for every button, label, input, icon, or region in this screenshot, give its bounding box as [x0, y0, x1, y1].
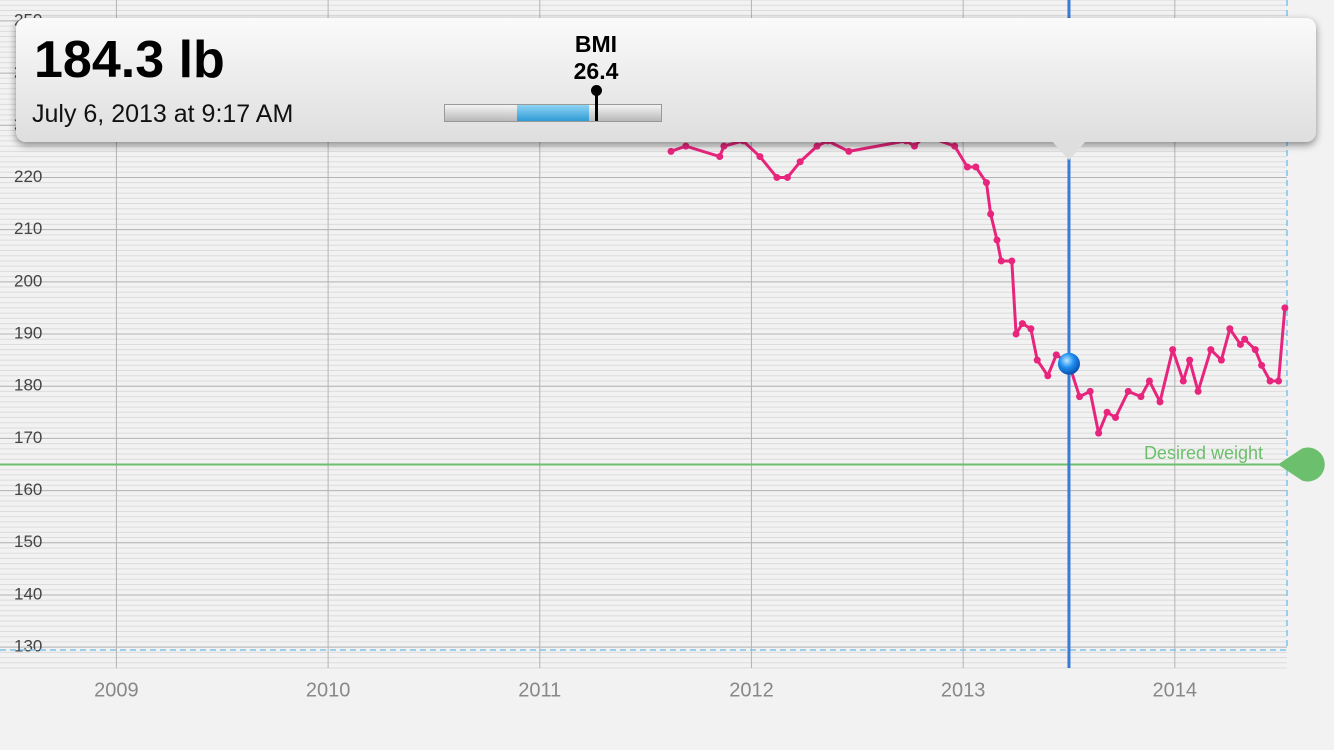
weight-point [1145, 377, 1153, 385]
tooltip: 184.3 lb July 6, 2013 at 9:17 AM BMI 26.… [16, 18, 1316, 142]
weight-point [682, 142, 690, 150]
x-tick-label: 2011 [518, 679, 561, 701]
weight-point [1194, 387, 1202, 395]
y-tick-label: 170 [14, 428, 42, 447]
weight-point [910, 142, 918, 150]
weight-point [1033, 356, 1041, 364]
weight-point [963, 163, 971, 171]
weight-point [845, 147, 853, 155]
weight-point [951, 142, 959, 150]
weight-point [1258, 361, 1266, 369]
weight-point [1241, 335, 1249, 343]
weight-point [987, 210, 995, 218]
weight-point [1008, 257, 1016, 265]
weight-point [756, 153, 764, 161]
weight-point [1207, 346, 1215, 354]
x-tick-label: 2013 [941, 679, 986, 701]
bmi-pin [595, 89, 598, 121]
y-tick-label: 140 [14, 584, 42, 603]
bmi-gauge-range [517, 105, 589, 121]
bmi-gauge [444, 85, 662, 122]
x-tick-label: 2009 [94, 679, 139, 701]
weight-point [1281, 304, 1289, 312]
weight-point [993, 236, 1001, 244]
weight-point [1275, 377, 1283, 385]
weight-point [1018, 320, 1026, 328]
y-tick-label: 160 [14, 480, 42, 499]
x-tick-label: 2010 [306, 679, 351, 701]
goal-handle [1278, 447, 1325, 482]
weight-point [667, 147, 675, 155]
weight-point [1217, 356, 1225, 364]
y-tick-label: 150 [14, 532, 42, 551]
y-tick-label: 130 [14, 637, 42, 656]
weight-point [1226, 325, 1234, 333]
weight-point [1076, 393, 1084, 401]
y-tick-label: 200 [14, 271, 42, 290]
weight-point [982, 179, 990, 187]
weight-point [773, 173, 781, 181]
y-tick-label: 190 [14, 323, 42, 342]
selected-point [1057, 352, 1080, 375]
weight-point [813, 142, 821, 150]
weight-point [1044, 372, 1052, 380]
weight-point [1086, 387, 1094, 395]
weight-point [1124, 387, 1132, 395]
weight-point [1103, 408, 1111, 416]
weight-point [720, 142, 728, 150]
y-tick-label: 220 [14, 167, 42, 186]
weight-point [1156, 398, 1164, 406]
x-tick-label: 2014 [1153, 679, 1198, 701]
bmi-value: 26.4 [573, 58, 619, 84]
weight-point [1186, 356, 1194, 364]
weight-value: 184.3 lb [34, 31, 225, 89]
weight-point [1095, 429, 1103, 437]
weight-point [783, 173, 791, 181]
weight-point [1137, 393, 1145, 401]
weight-point [1112, 414, 1120, 421]
weight-point [796, 158, 804, 166]
weight-point [997, 257, 1005, 265]
y-tick-label: 180 [14, 376, 42, 395]
weight-point [1179, 377, 1187, 385]
tooltip-pointer [1050, 140, 1087, 160]
bmi-pin-head [591, 85, 602, 96]
weight-point [1052, 351, 1060, 359]
bmi-label: BMI [574, 31, 618, 57]
weight-point [716, 153, 724, 161]
y-tick-label: 210 [14, 219, 42, 238]
weight-point [1027, 325, 1035, 333]
weight-point [1012, 330, 1020, 338]
weight-line [670, 134, 1287, 435]
weight-point [972, 163, 980, 171]
x-tick-label: 2012 [729, 679, 774, 701]
goal-label: Desired weight [1144, 443, 1263, 463]
weight-date: July 6, 2013 at 9:17 AM [32, 100, 294, 128]
weight-point [1169, 346, 1177, 354]
weight-point [1266, 377, 1274, 385]
weight-point [1251, 346, 1259, 354]
weight-point [1236, 340, 1244, 348]
